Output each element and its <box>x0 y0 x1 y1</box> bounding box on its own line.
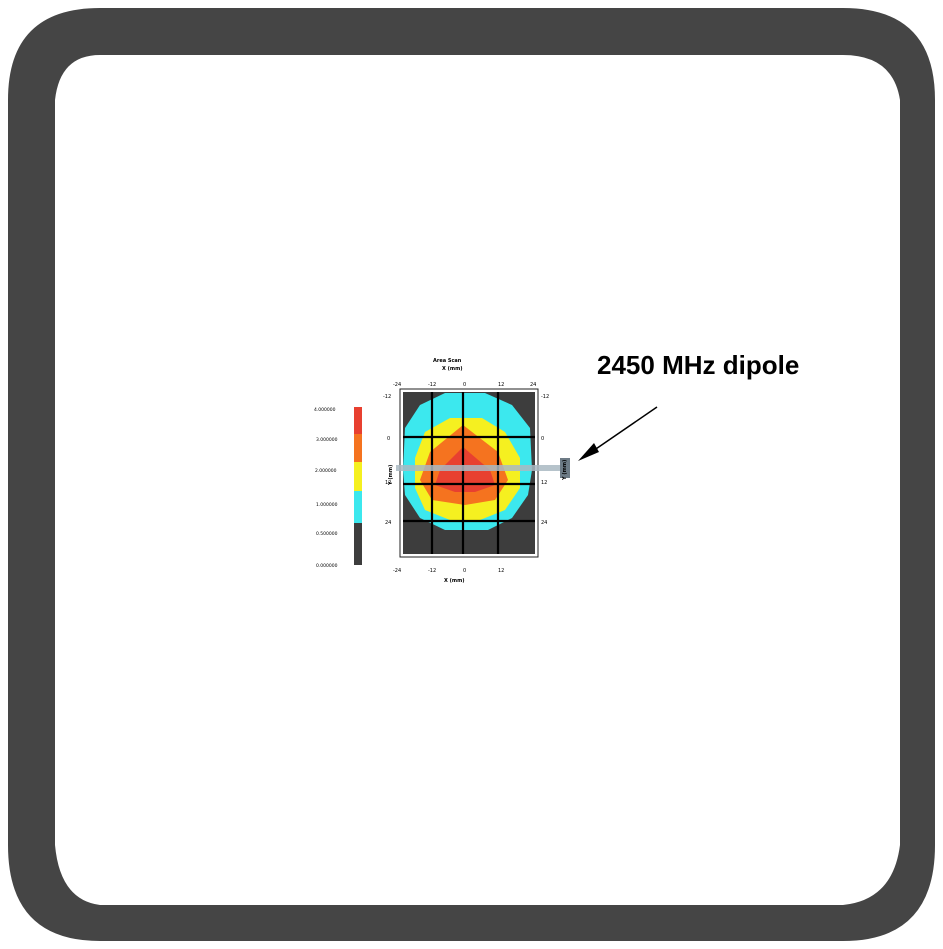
left-tick-label: 24 <box>385 520 391 526</box>
right-tick-labels: -12 0 12 24 <box>541 394 549 526</box>
top-tick-label: -24 <box>393 382 401 388</box>
plot-title: Area Scan <box>433 358 462 364</box>
bottom-tick-label: -24 <box>393 568 401 574</box>
legend-swatch <box>354 491 362 523</box>
dipole-feed <box>560 458 570 478</box>
right-axis-label: Y (mm) <box>562 460 568 481</box>
dipole-label: 2450 MHz dipole <box>597 350 800 380</box>
bottom-axis-label: X (mm) <box>444 578 465 584</box>
right-tick-label: -12 <box>541 394 549 400</box>
legend-label: 4.000000 <box>314 407 336 413</box>
right-tick-label: 12 <box>541 480 547 486</box>
legend-swatch <box>354 462 362 491</box>
left-tick-labels: -12 0 12 24 <box>383 394 391 526</box>
color-legend: 4.000000 3.000000 2.000000 1.000000 0.50… <box>314 407 362 569</box>
annotation-arrow <box>578 406 658 461</box>
bottom-tick-label: 0 <box>463 568 466 574</box>
legend-swatch <box>354 407 362 434</box>
top-axis-label: X (mm) <box>442 366 463 372</box>
top-tick-labels: -24 -12 0 12 24 <box>393 382 536 388</box>
legend-label: 0.500000 <box>316 531 338 537</box>
legend-label: 2.000000 <box>315 468 337 474</box>
legend-label: 0.000000 <box>316 563 338 569</box>
plot-grid <box>403 392 535 554</box>
top-tick-label: 24 <box>530 382 536 388</box>
left-tick-label: -12 <box>383 394 391 400</box>
legend-label: 1.000000 <box>316 502 338 508</box>
sar-plot: Area Scan X (mm) -24 -12 0 12 24 -12 0 <box>383 358 570 584</box>
left-axis-label: Y (mm) <box>388 465 394 486</box>
legend-label: 3.000000 <box>316 437 338 443</box>
left-tick-label: 0 <box>387 436 390 442</box>
top-tick-label: 0 <box>463 382 466 388</box>
legend-swatch <box>354 434 362 462</box>
bottom-tick-labels: -24 -12 0 12 <box>393 568 504 574</box>
right-tick-label: 24 <box>541 520 547 526</box>
legend-swatch <box>354 523 362 565</box>
right-tick-label: 0 <box>541 436 544 442</box>
top-tick-label: 12 <box>498 382 504 388</box>
bottom-tick-label: 12 <box>498 568 504 574</box>
top-tick-label: -12 <box>428 382 436 388</box>
left-tick-label: 12 <box>385 480 391 486</box>
dipole-body <box>396 465 561 471</box>
bottom-tick-label: -12 <box>428 568 436 574</box>
